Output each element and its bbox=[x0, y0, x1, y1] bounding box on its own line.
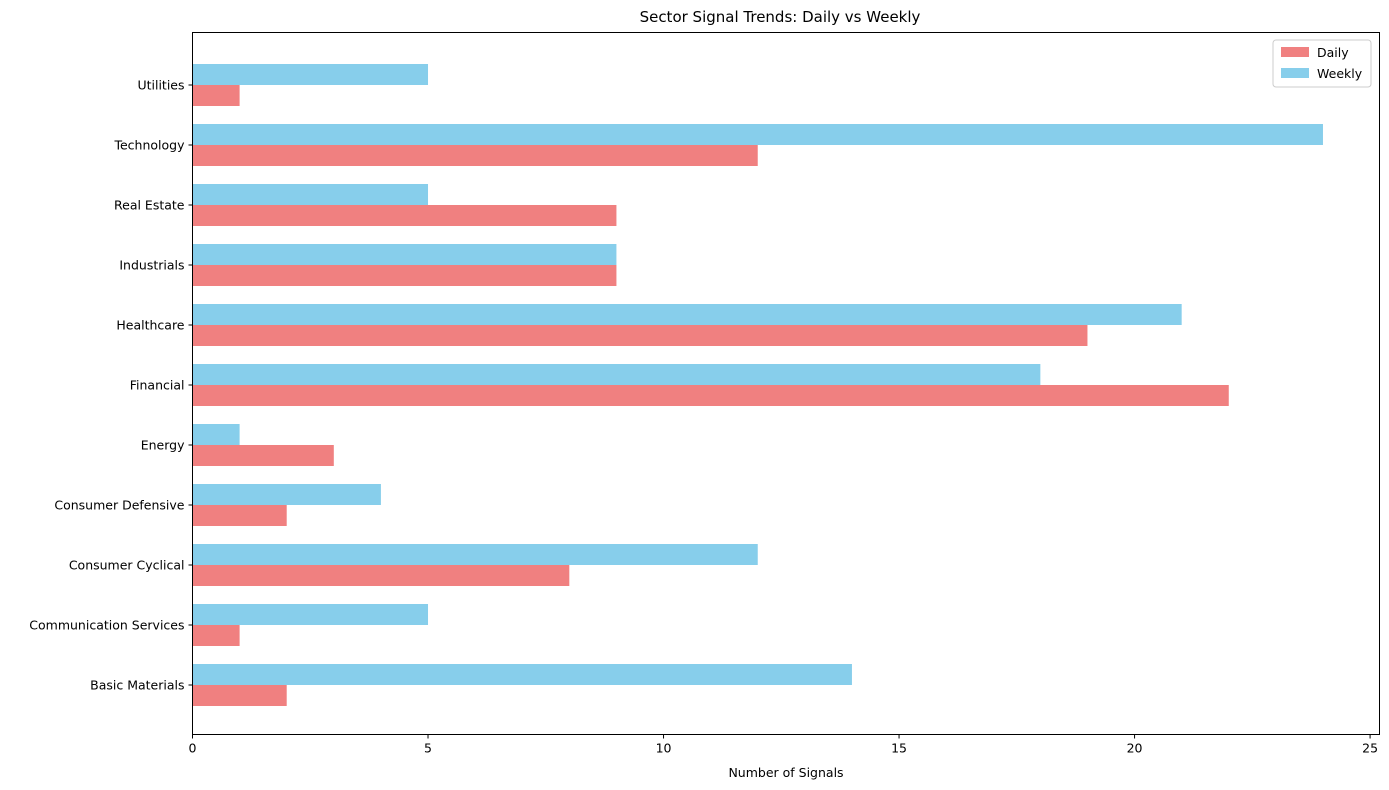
bar-daily-utilities bbox=[192, 85, 240, 106]
bar-daily-industrials bbox=[192, 265, 617, 286]
bar-daily-communication-services bbox=[192, 625, 240, 646]
x-axis-title: Number of Signals bbox=[728, 765, 843, 780]
y-tick-label-real-estate: Real Estate bbox=[114, 198, 185, 213]
bar-weekly-healthcare bbox=[192, 304, 1182, 325]
bar-weekly-financial bbox=[192, 364, 1041, 385]
x-tick-label-5: 5 bbox=[424, 741, 432, 756]
y-tick-label-consumer-defensive: Consumer Defensive bbox=[54, 498, 184, 513]
bar-daily-financial bbox=[192, 385, 1229, 406]
y-axis-ticks: Basic Materials Communication Services Con… bbox=[29, 78, 193, 693]
y-tick-label-utilities: Utilities bbox=[137, 78, 184, 93]
bar-daily-consumer-cyclical bbox=[192, 565, 570, 586]
y-tick-label-financial: Financial bbox=[130, 378, 185, 393]
bar-weekly-real-estate bbox=[192, 184, 429, 205]
x-tick-label-25: 25 bbox=[1362, 741, 1378, 756]
bar-weekly-communication-services bbox=[192, 604, 429, 625]
x-tick-label-0: 0 bbox=[189, 741, 197, 756]
bar-daily-energy bbox=[192, 445, 334, 466]
x-tick-label-10: 10 bbox=[656, 741, 672, 756]
y-tick-label-healthcare: Healthcare bbox=[116, 318, 184, 333]
bar-weekly-technology bbox=[192, 124, 1323, 145]
bar-daily-healthcare bbox=[192, 325, 1088, 346]
y-tick-label-communication-services: Communication Services bbox=[29, 618, 184, 633]
chart-title: Sector Signal Trends: Daily vs Weekly bbox=[640, 8, 921, 26]
bar-daily-consumer-defensive bbox=[192, 505, 287, 526]
bar-weekly-utilities bbox=[192, 64, 429, 85]
legend: Daily Weekly bbox=[1272, 39, 1372, 88]
y-tick-label-industrials: Industrials bbox=[119, 258, 184, 273]
plot-frame bbox=[192, 32, 1380, 735]
x-tick-label-15: 15 bbox=[891, 741, 907, 756]
legend-label-weekly: Weekly bbox=[1317, 66, 1363, 81]
x-tick-label-20: 20 bbox=[1127, 741, 1143, 756]
bar-daily-real-estate bbox=[192, 205, 617, 226]
y-tick-label-energy: Energy bbox=[141, 438, 185, 453]
legend-label-daily: Daily bbox=[1317, 45, 1349, 60]
y-tick-label-technology: Technology bbox=[113, 138, 185, 153]
x-axis-ticks: 0 5 10 15 20 25 bbox=[189, 734, 1378, 756]
y-tick-label-consumer-cyclical: Consumer Cyclical bbox=[69, 558, 185, 573]
y-tick-label-basic-materials: Basic Materials bbox=[90, 678, 184, 693]
bar-daily-basic-materials bbox=[192, 685, 287, 706]
bar-weekly-consumer-defensive bbox=[192, 484, 381, 505]
bar-weekly-consumer-cyclical bbox=[192, 544, 758, 565]
legend-swatch-daily bbox=[1281, 47, 1309, 57]
bars-layer bbox=[192, 64, 1323, 706]
bar-weekly-basic-materials bbox=[192, 664, 852, 685]
bar-daily-technology bbox=[192, 145, 758, 166]
bar-weekly-industrials bbox=[192, 244, 617, 265]
legend-swatch-weekly bbox=[1281, 68, 1309, 78]
bar-weekly-energy bbox=[192, 424, 240, 445]
